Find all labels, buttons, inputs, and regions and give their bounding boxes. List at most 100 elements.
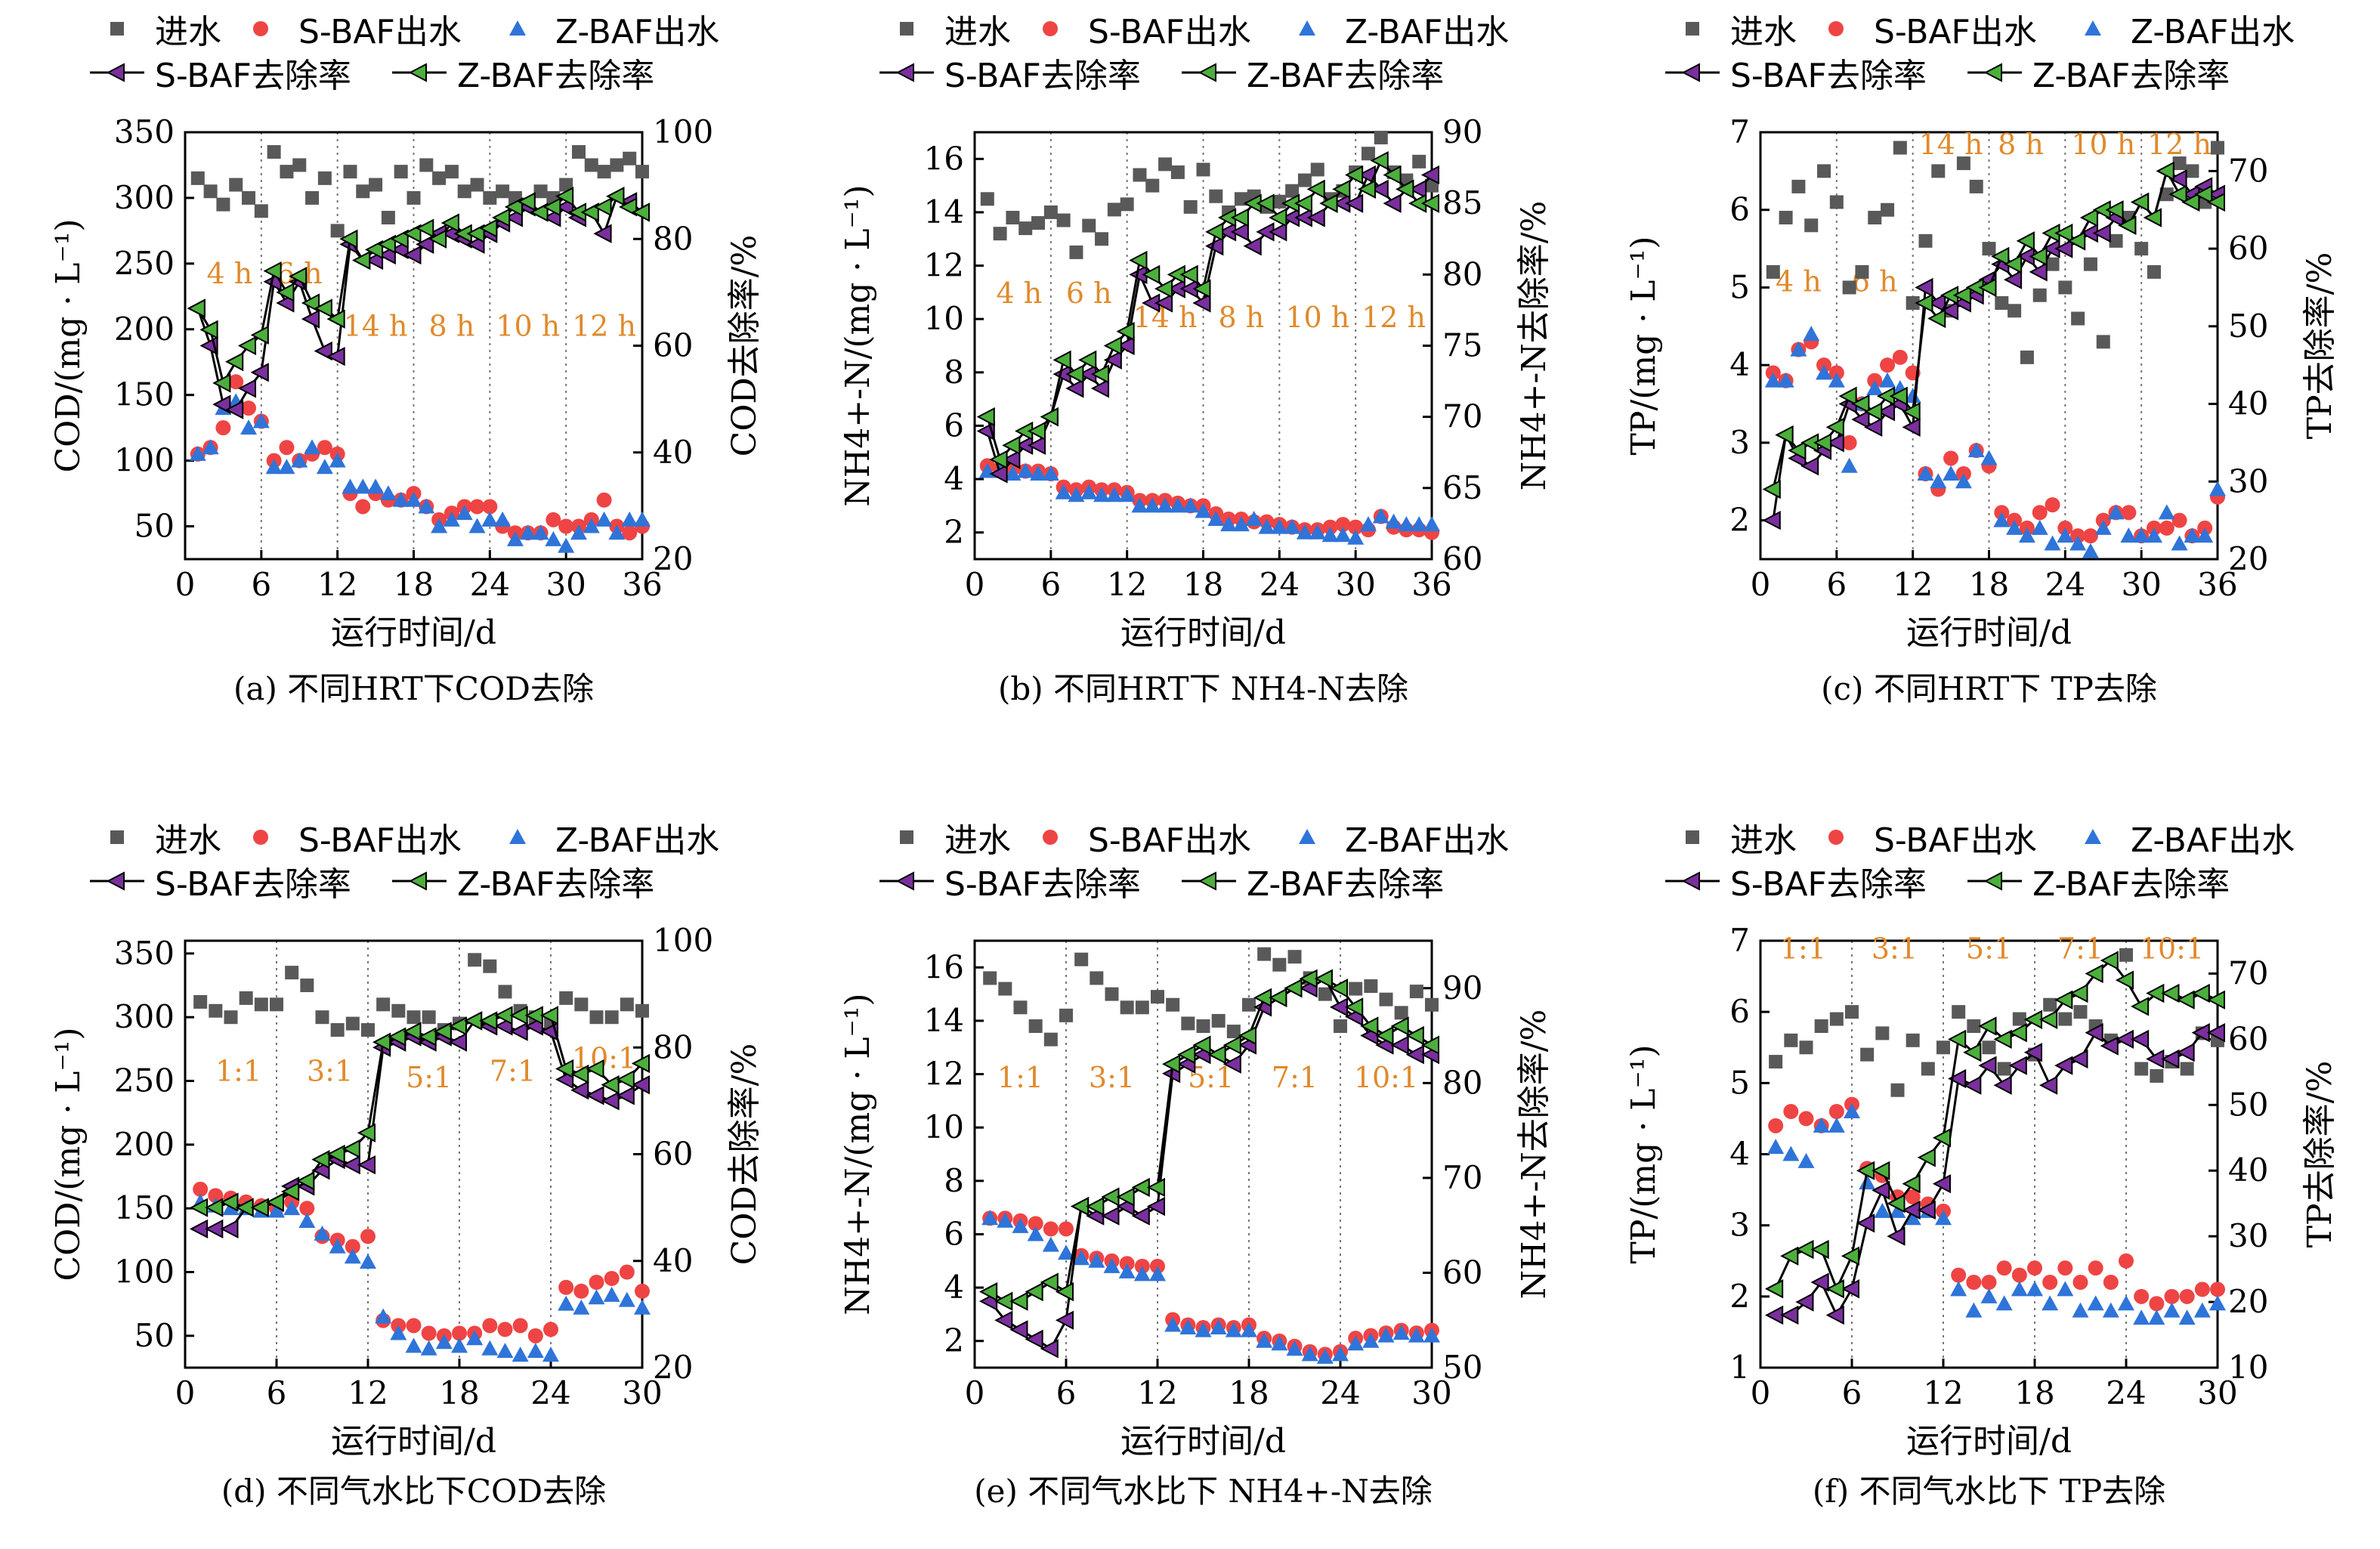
legend-marker [1299, 20, 1315, 36]
data-point [372, 1032, 391, 1052]
data-point [406, 190, 421, 205]
data-point [1866, 380, 1884, 395]
y-tick-label: 2 [944, 1322, 964, 1359]
y2-tick-label: 20 [653, 1349, 693, 1386]
data-point [1995, 1295, 2013, 1311]
series-z-eff [1767, 1103, 2226, 1325]
legend-marker [1043, 21, 1058, 36]
data-point [469, 499, 485, 515]
data-point [265, 459, 283, 475]
data-point [1375, 1025, 1394, 1046]
legend-symbol [87, 821, 147, 854]
plot-frame [973, 131, 1433, 561]
plot-frame [184, 939, 644, 1369]
data-point [1967, 1019, 1981, 1033]
y2-axis-title: COD去除率/% [725, 1043, 764, 1266]
data-point [1966, 1275, 1982, 1290]
data-point [1090, 364, 1110, 384]
y2-tick-label: 60 [2228, 230, 2268, 267]
data-point [1993, 1075, 2012, 1095]
data-point [1996, 1260, 2012, 1276]
y2-tick-label: 20 [653, 540, 693, 577]
legend-symbol [1806, 12, 1866, 45]
data-point [1120, 197, 1134, 212]
data-point [1374, 131, 1388, 145]
data-point [2115, 970, 2134, 990]
data-point [2032, 288, 2047, 302]
y-axis-title: NH4+-N/(mg · L⁻¹) [839, 184, 877, 506]
data-point [509, 1022, 528, 1041]
y-tick-label: 50 [134, 1317, 175, 1354]
series-line [1774, 958, 2218, 1292]
data-point [1383, 193, 1402, 213]
data-point [1915, 293, 1933, 313]
legend-symbol [1662, 56, 1723, 89]
data-point [2206, 990, 2225, 1009]
legend-item-z-eff: Z-BAF出水 [487, 813, 719, 861]
data-point [559, 178, 573, 192]
plot-frame [1759, 939, 2219, 1369]
y-tick-label: 5 [1729, 268, 1750, 305]
data-point [588, 1289, 605, 1305]
data-point [989, 464, 1008, 484]
y2-tick-label: 30 [2228, 1217, 2268, 1254]
data-point [1864, 417, 1883, 437]
data-point [2206, 1023, 2225, 1043]
data-point [1105, 487, 1123, 502]
data-point [1851, 394, 1870, 414]
legend-marker [253, 830, 268, 845]
y-tick-label: 6 [944, 1215, 964, 1252]
x-tick-label: 24 [2106, 1374, 2146, 1411]
data-point [189, 445, 206, 461]
data-point [2039, 1075, 2058, 1095]
data-point [2181, 192, 2200, 212]
data-point [1357, 179, 1376, 199]
data-point [1396, 179, 1414, 199]
data-point [1813, 433, 1832, 453]
data-point [1243, 237, 1262, 256]
data-point [1002, 435, 1021, 455]
data-point [203, 184, 218, 199]
data-point [1409, 985, 1423, 999]
data-point [616, 1086, 635, 1105]
data-point [2069, 1049, 2088, 1069]
data-point [1795, 1292, 1814, 1312]
data-point [2026, 1281, 2043, 1297]
phase-label: 14 h [1919, 128, 1983, 161]
legend-label: Z-BAF出水 [1345, 821, 1510, 860]
legend-marker [1198, 63, 1216, 82]
data-point [317, 171, 332, 185]
data-point [391, 1003, 406, 1018]
data-point [1306, 179, 1325, 199]
data-point [1889, 1202, 1906, 1218]
series-z-rate [190, 1006, 650, 1217]
y2-tick-label: 90 [1442, 113, 1482, 150]
data-point [2079, 208, 2098, 227]
data-point [2044, 535, 2061, 551]
legend-label: S-BAF出水 [298, 13, 462, 51]
data-point [464, 1011, 483, 1031]
data-point [1392, 1325, 1410, 1340]
data-point [356, 184, 370, 199]
data-point [570, 1081, 589, 1100]
data-point [1105, 987, 1119, 1001]
data-point [1887, 1226, 1906, 1246]
data-point [1932, 1173, 1951, 1194]
data-point [2029, 262, 2048, 282]
data-point [237, 379, 257, 398]
data-point [542, 197, 561, 217]
data-point [619, 197, 638, 217]
legend-marker [110, 22, 124, 36]
data-point [1425, 997, 1439, 1012]
data-point [1993, 1029, 2012, 1050]
data-point [1055, 484, 1072, 499]
y2-tick-label: 80 [1442, 255, 1482, 292]
legend-symbol [876, 864, 937, 898]
y-axis-title: TP/(mg · L⁻¹) [1624, 236, 1663, 455]
data-point [1766, 264, 1780, 279]
legend-item-z-rate: Z-BAF去除率 [1964, 48, 2230, 97]
data-point [1093, 487, 1111, 502]
data-point [2012, 1012, 2026, 1026]
x-tick-label: 30 [622, 1374, 662, 1411]
data-point [1902, 417, 1921, 437]
